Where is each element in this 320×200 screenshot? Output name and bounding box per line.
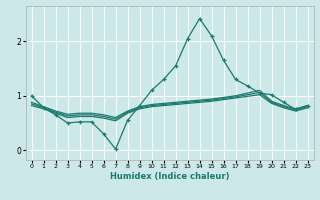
X-axis label: Humidex (Indice chaleur): Humidex (Indice chaleur): [110, 172, 229, 181]
